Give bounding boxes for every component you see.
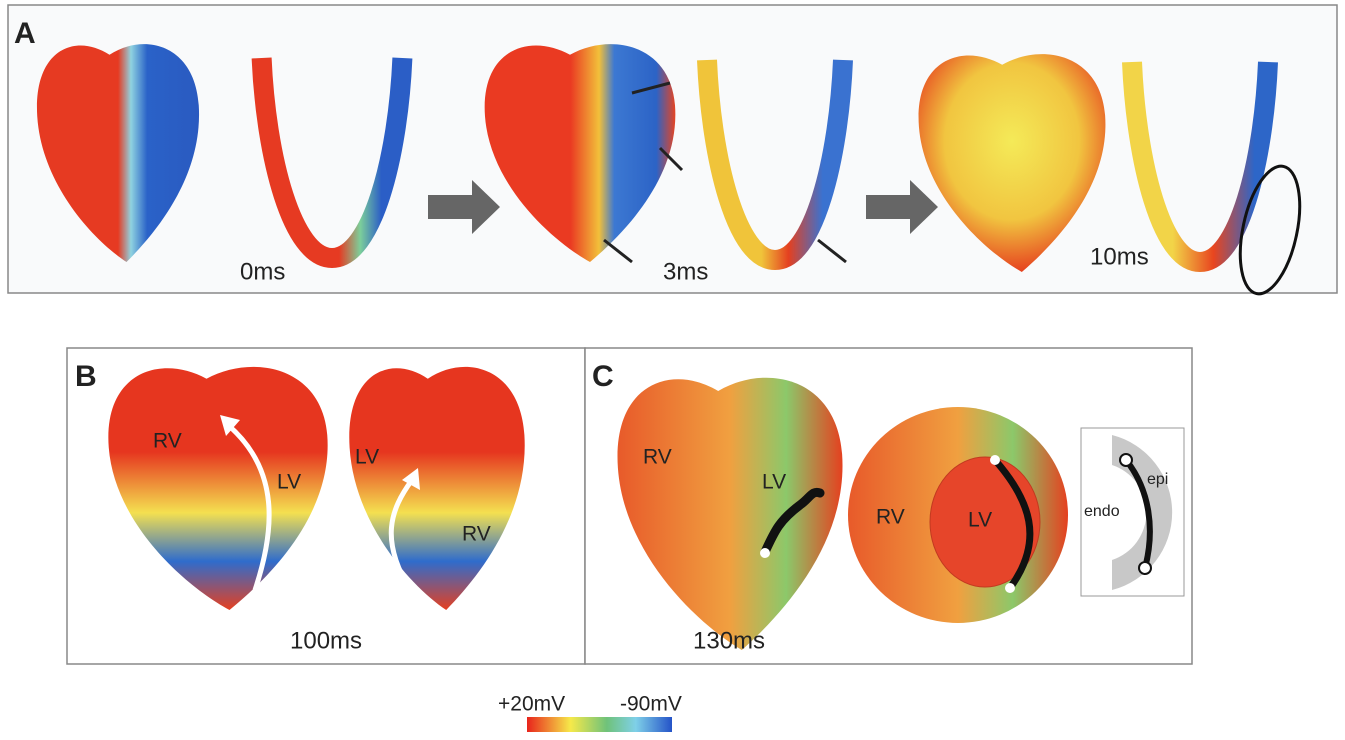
time-label: 10ms <box>1090 243 1149 270</box>
time-label: 0ms <box>240 258 285 285</box>
panel-label: A <box>14 17 36 50</box>
path-end <box>760 548 770 558</box>
panel-label: C <box>592 360 614 393</box>
time-label: 130ms <box>693 627 765 654</box>
region-label: endo <box>1084 503 1120 520</box>
region-label: LV <box>968 509 992 532</box>
region-label: RV <box>876 506 905 529</box>
path-end <box>1005 583 1015 593</box>
path-end <box>1139 562 1151 574</box>
figure: A 0ms 3ms 10ms B RV LV LV RV 100ms C RV … <box>0 0 1345 735</box>
region-label: LV <box>762 471 786 494</box>
time-label: 3ms <box>663 258 708 285</box>
panel-label: B <box>75 360 97 393</box>
path-end <box>990 455 1000 465</box>
path-end <box>1120 454 1132 466</box>
colorbar-label: -90mV <box>620 693 682 716</box>
region-label: RV <box>153 430 182 453</box>
region-label: LV <box>277 471 301 494</box>
region-label: RV <box>462 523 491 546</box>
colorbar <box>527 717 672 732</box>
colorbar-label: +20mV <box>498 693 565 716</box>
region-label: LV <box>355 446 379 469</box>
region-label: RV <box>643 446 672 469</box>
page: A 0ms 3ms 10ms B RV LV LV RV 100ms C RV … <box>0 0 1345 735</box>
time-label: 100ms <box>290 627 362 654</box>
region-label: epi <box>1147 471 1168 488</box>
